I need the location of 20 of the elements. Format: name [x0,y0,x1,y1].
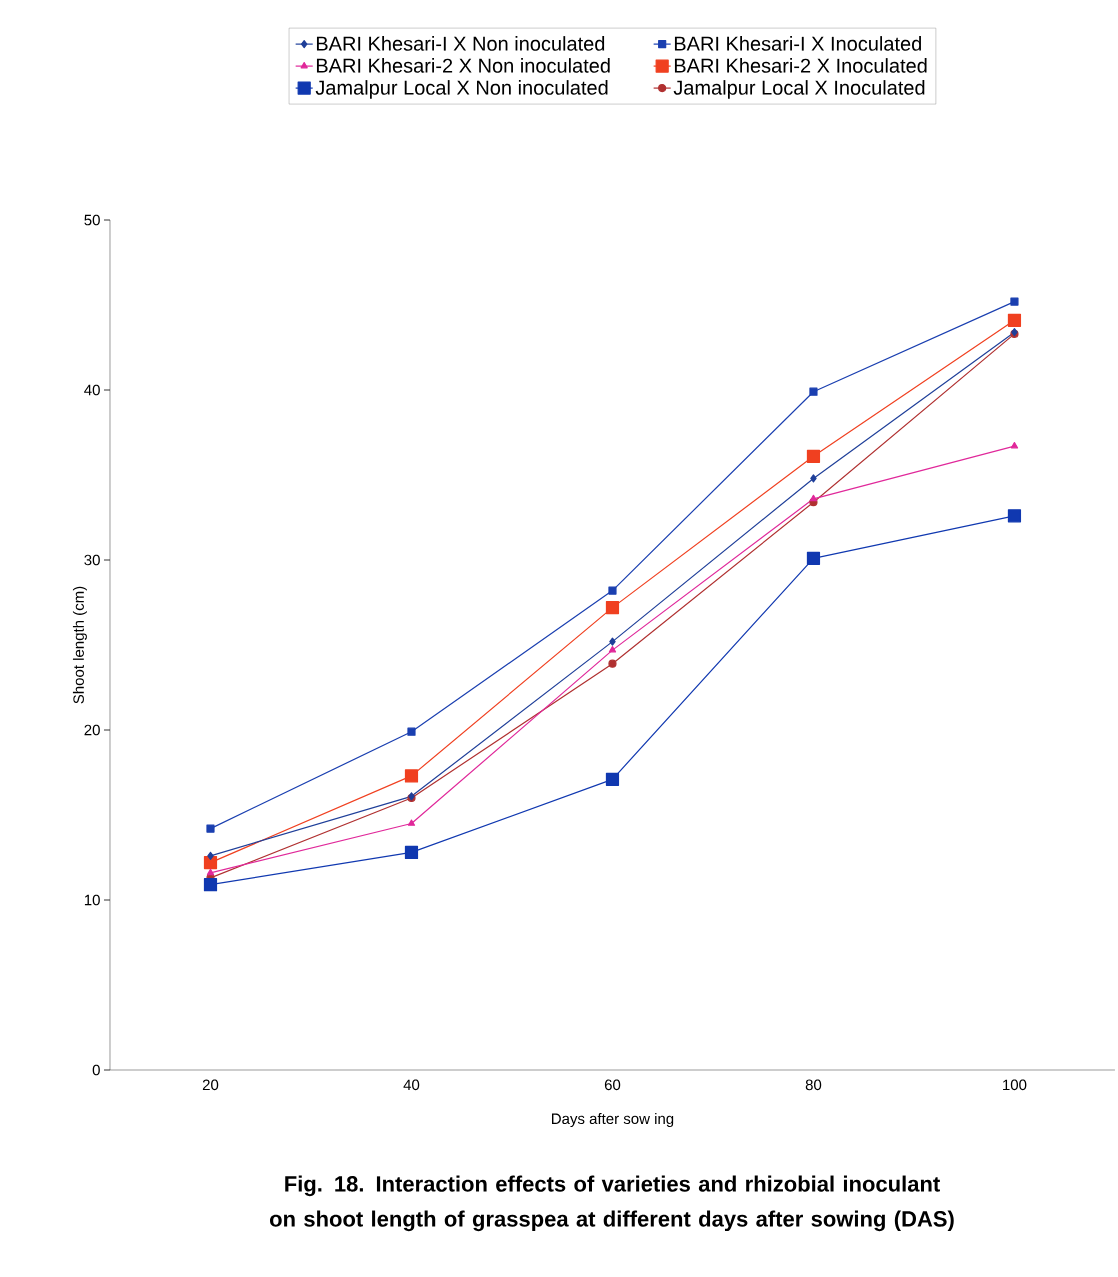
x-tick-label: 60 [604,1079,621,1091]
y-tick-label: 0 [92,1064,100,1076]
legend-label: BARI Khesari-I X Inoculated [674,36,921,51]
x-tick-label: 40 [403,1079,420,1091]
legend-label: BARI Khesari-I X Non inoculated [316,36,605,51]
y-tick-label: 40 [84,384,100,396]
x-tick-label: 80 [805,1079,822,1091]
legend-label: BARI Khesari-2 X Inoculated [674,58,927,73]
y-tick-label: 50 [84,214,100,226]
legend-label: Jamalpur Local X Non inoculated [315,80,608,99]
y-tick-label: 30 [84,554,100,566]
y-tick-label: 10 [84,894,100,906]
x-tick-label: 100 [1002,1079,1027,1091]
y-tick-label: 20 [84,724,100,736]
legend-label: Jamalpur Local X Inoculated [673,80,925,99]
y-axis-title: Shoot length (cm) [72,586,87,704]
caption: Fig. 18. Interaction effects of varieties and rhizobial inoculant on shoot length of grasspea at different days after sowing (DAS) [269,1175,954,1232]
x-axis-title: Days after sow ing [551,1113,674,1127]
legend-label: BARI Khesari-2 X Non inoculated [316,58,610,73]
x-tick-label: 20 [202,1079,219,1091]
